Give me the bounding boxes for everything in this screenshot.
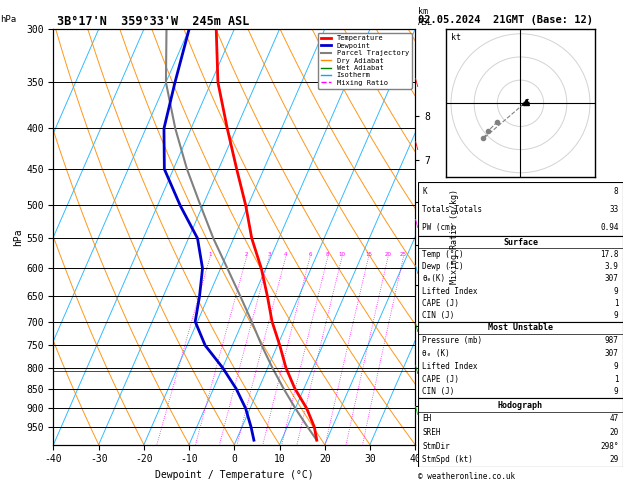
Text: 9: 9	[614, 287, 619, 295]
Bar	[418, 236, 623, 322]
Text: 9: 9	[614, 362, 619, 371]
Text: CAPE (J): CAPE (J)	[423, 299, 459, 308]
Text: 298°: 298°	[600, 442, 619, 451]
Text: 8: 8	[614, 187, 619, 196]
Text: hPa: hPa	[0, 15, 16, 24]
Text: © weatheronline.co.uk: © weatheronline.co.uk	[418, 472, 515, 481]
Text: 1: 1	[208, 252, 212, 257]
Text: 3B°17'N  359°33'W  245m ASL: 3B°17'N 359°33'W 245m ASL	[57, 15, 249, 28]
Text: θₑ (K): θₑ (K)	[423, 349, 450, 358]
Text: LCL: LCL	[417, 366, 431, 376]
Text: 02.05.2024  21GMT (Base: 12): 02.05.2024 21GMT (Base: 12)	[418, 15, 593, 25]
Text: 987: 987	[604, 336, 619, 345]
Text: 17.8: 17.8	[600, 250, 619, 259]
Text: PW (cm): PW (cm)	[423, 223, 455, 232]
Text: CIN (J): CIN (J)	[423, 387, 455, 397]
Text: Mixing Ratio (g/kg): Mixing Ratio (g/kg)	[450, 190, 459, 284]
Text: 15: 15	[365, 252, 372, 257]
Text: Totals Totals: Totals Totals	[423, 205, 482, 214]
Legend: Temperature, Dewpoint, Parcel Trajectory, Dry Adiabat, Wet Adiabat, Isotherm, Mi: Temperature, Dewpoint, Parcel Trajectory…	[318, 33, 411, 88]
Text: 1: 1	[614, 375, 619, 383]
Text: Pressure (mb): Pressure (mb)	[423, 336, 482, 345]
Text: SREH: SREH	[423, 428, 441, 437]
Text: Dewp (°C): Dewp (°C)	[423, 262, 464, 271]
Bar	[418, 399, 623, 467]
Bar	[418, 322, 623, 399]
Text: 47: 47	[610, 414, 619, 423]
Text: 20: 20	[384, 252, 392, 257]
Text: 6: 6	[308, 252, 312, 257]
Text: \: \	[415, 220, 418, 229]
Text: \: \	[415, 140, 418, 151]
Text: 8: 8	[326, 252, 330, 257]
Text: km
ASL: km ASL	[418, 7, 433, 27]
Y-axis label: hPa: hPa	[13, 228, 23, 246]
Text: 9: 9	[614, 387, 619, 397]
Bar	[418, 182, 623, 236]
Text: Most Unstable: Most Unstable	[488, 324, 553, 332]
Text: 29: 29	[610, 455, 619, 464]
Text: 20: 20	[610, 428, 619, 437]
Text: StmSpd (kt): StmSpd (kt)	[423, 455, 473, 464]
Text: \: \	[415, 365, 418, 375]
Text: CAPE (J): CAPE (J)	[423, 375, 459, 383]
Text: \: \	[415, 323, 418, 333]
Text: \: \	[415, 78, 418, 88]
Text: 307: 307	[604, 349, 619, 358]
Text: \: \	[415, 406, 418, 417]
Text: EH: EH	[423, 414, 431, 423]
Text: 9: 9	[614, 311, 619, 320]
Text: StmDir: StmDir	[423, 442, 450, 451]
X-axis label: Dewpoint / Temperature (°C): Dewpoint / Temperature (°C)	[155, 470, 314, 480]
Text: kt: kt	[451, 33, 461, 42]
Text: Hodograph: Hodograph	[498, 400, 543, 410]
Text: CIN (J): CIN (J)	[423, 311, 455, 320]
Text: \: \	[415, 265, 418, 275]
Text: K: K	[423, 187, 427, 196]
Text: Temp (°C): Temp (°C)	[423, 250, 464, 259]
Text: 25: 25	[400, 252, 407, 257]
Text: 10: 10	[338, 252, 345, 257]
Text: Surface: Surface	[503, 238, 538, 247]
Text: 307: 307	[604, 275, 619, 283]
Text: 4: 4	[284, 252, 287, 257]
Text: 1: 1	[614, 299, 619, 308]
Text: 33: 33	[610, 205, 619, 214]
Text: Lifted Index: Lifted Index	[423, 287, 478, 295]
Text: 3.9: 3.9	[604, 262, 619, 271]
Text: 2: 2	[245, 252, 248, 257]
Text: θₑ(K): θₑ(K)	[423, 275, 445, 283]
Text: Lifted Index: Lifted Index	[423, 362, 478, 371]
Text: 3: 3	[267, 252, 271, 257]
Text: 0.94: 0.94	[600, 223, 619, 232]
